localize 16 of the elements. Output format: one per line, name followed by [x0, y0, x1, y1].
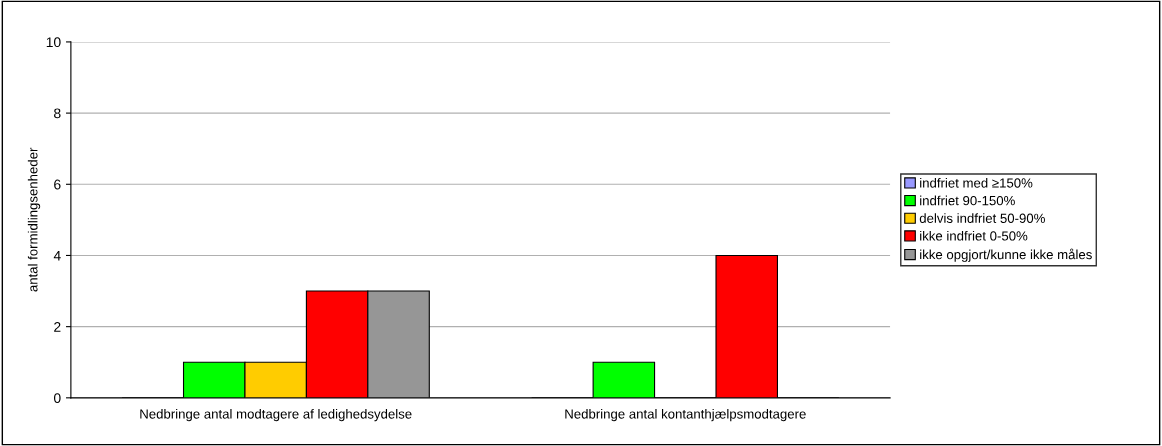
x-tick-label: Nedbringe antal kontanthjælpsmodtagere	[565, 408, 806, 422]
x-tick-label: Nedbringe antal modtagere af ledighedsydelse	[140, 408, 412, 422]
legend-label: indfriet med ≥150%	[920, 177, 1033, 188]
bar	[715, 254, 779, 398]
y-tick-label: 10	[46, 37, 61, 48]
y-tick-label: 4	[53, 250, 61, 261]
y-axis-title: antal formidlingsenheder	[27, 147, 41, 292]
y-tick-label: 8	[54, 108, 61, 119]
y-tick-label: 6	[54, 179, 61, 190]
y-tick-label: 2	[54, 321, 61, 332]
y-tick-label: 0	[53, 393, 61, 403]
legend-label: indfriet 90-150%	[920, 195, 1015, 206]
legend-label: ikke indfriet 0-50%	[920, 230, 1028, 241]
legend-label: delvis indfriet 50-90%	[919, 213, 1045, 223]
bar	[592, 361, 656, 398]
legend-label: ikke opgjort/kunne ikke måles	[920, 248, 1092, 262]
